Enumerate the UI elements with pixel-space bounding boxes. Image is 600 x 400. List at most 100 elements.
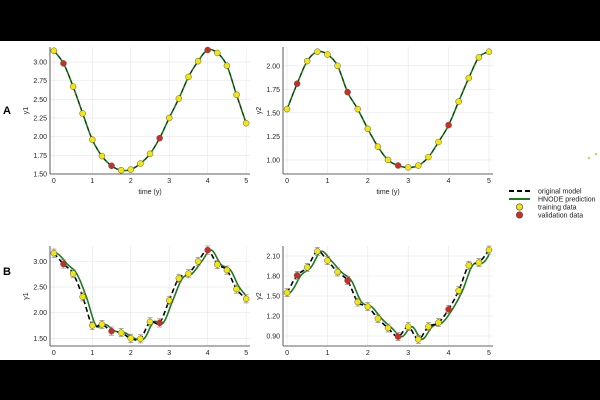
training-point: [374, 315, 382, 322]
training-point: [79, 293, 86, 301]
training-point: [283, 289, 291, 296]
y-tick-label: 0.90: [266, 334, 280, 341]
training-point: [485, 246, 493, 254]
training-point: [435, 319, 442, 326]
y-tick-label: 1.50: [266, 110, 280, 117]
training-point: [465, 74, 473, 82]
training-point: [415, 162, 422, 169]
x-tick-label: 4: [447, 178, 451, 185]
stray-mark: [594, 152, 598, 156]
training-point: [146, 318, 154, 326]
validation-point: [293, 80, 301, 87]
training-point: [185, 73, 192, 81]
training-point: [89, 136, 96, 143]
validation-point: [204, 46, 211, 54]
training-point: [475, 259, 483, 266]
training-point: [223, 62, 231, 69]
hnode-prediction-line: [53, 249, 247, 341]
legend-validation-label: validation data: [538, 213, 583, 220]
validation-point: [156, 319, 163, 327]
x-tick-label: 1: [325, 350, 329, 357]
y-axis-label: y1: [23, 107, 30, 115]
x-tick-label: 1: [90, 178, 94, 185]
training-point: [314, 48, 321, 55]
training-point: [364, 125, 372, 133]
training-point: [334, 268, 341, 276]
training-point: [455, 98, 462, 105]
y-axis-label: y2: [256, 292, 263, 300]
y-tick-label: 2.50: [33, 285, 47, 292]
validation-point: [60, 260, 67, 268]
validation-point: [204, 246, 211, 254]
figure-canvas: A B original model HNODE prediction trai…: [3, 46, 598, 357]
training-point: [223, 266, 231, 274]
validation-point: [293, 272, 301, 279]
x-tick-label: 0: [52, 350, 56, 357]
training-point: [455, 287, 462, 294]
x-tick-label: 5: [487, 350, 491, 357]
y-tick-label: 1.50: [266, 294, 280, 301]
y-tick-label: 2.00: [33, 134, 47, 141]
y-tick-label: 3.00: [33, 259, 47, 266]
x-tick-label: 0: [285, 178, 289, 185]
x-tick-label: 3: [406, 178, 410, 185]
y-tick-label: 1.75: [33, 153, 47, 160]
x-tick-label: 2: [129, 350, 133, 357]
y-tick-label: 1.50: [33, 336, 47, 343]
legend-validation-marker: [515, 211, 523, 219]
validation-point: [445, 121, 452, 129]
x-tick-label: 1: [90, 350, 94, 357]
x-tick-label: 3: [167, 350, 171, 357]
training-point: [485, 48, 493, 55]
stray-mark: [587, 156, 591, 160]
validation-point: [108, 162, 115, 170]
training-point: [283, 105, 291, 113]
training-point: [165, 114, 173, 122]
training-point: [425, 153, 432, 161]
y-tick-label: 1.00: [266, 157, 280, 164]
training-point: [127, 335, 135, 342]
x-axis-label: time (y): [376, 189, 399, 196]
training-point: [194, 57, 202, 65]
training-point: [146, 150, 154, 158]
training-point: [98, 152, 106, 160]
validation-point: [394, 333, 402, 340]
y-tick-label: 2.75: [33, 78, 47, 85]
training-point: [242, 119, 250, 127]
training-point: [175, 95, 183, 102]
validation-point: [344, 277, 351, 284]
training-point: [475, 54, 483, 61]
plot-A-y1: 0 1 2 3 4 5 1.50 1.75 2.00 2.25 2.50 2.75 3.00 time (…: [23, 46, 250, 196]
training-point: [194, 258, 202, 265]
plot-A-y2: 0 1 2 3 4 5 1.00 1.25 1.50 1.75 2.00 time (y) y2: [256, 47, 493, 196]
training-point: [137, 335, 144, 343]
training-point: [117, 167, 125, 174]
x-tick-label: 2: [366, 350, 370, 357]
legend-hnode-label: HNODE prediction: [538, 197, 596, 204]
y-axis-label: y2: [256, 107, 263, 115]
y-tick-label: 2.00: [266, 63, 280, 70]
training-point: [233, 285, 240, 293]
y-axis-label: y1: [23, 292, 30, 300]
y-tick-label: 3.00: [33, 59, 47, 66]
legend-original-label: original model: [538, 189, 582, 196]
validation-point: [445, 306, 452, 313]
validation-point: [156, 134, 163, 142]
training-point: [69, 270, 77, 277]
x-tick-label: 2: [129, 178, 133, 185]
x-tick-label: 4: [206, 350, 210, 357]
training-point: [175, 275, 183, 282]
training-point: [425, 323, 432, 330]
training-point: [374, 143, 382, 150]
training-point: [233, 91, 240, 99]
x-tick-label: 5: [487, 178, 491, 185]
training-point: [214, 49, 221, 57]
figure-panel: A B original model HNODE prediction trai…: [0, 41, 600, 360]
x-tick-label: 0: [285, 350, 289, 357]
y-tick-label: 2.10: [266, 254, 280, 261]
training-point: [50, 47, 58, 54]
y-tick-label: 2.00: [33, 310, 47, 317]
panel-label-b: B: [3, 266, 11, 278]
legend-training-marker: [515, 203, 523, 211]
